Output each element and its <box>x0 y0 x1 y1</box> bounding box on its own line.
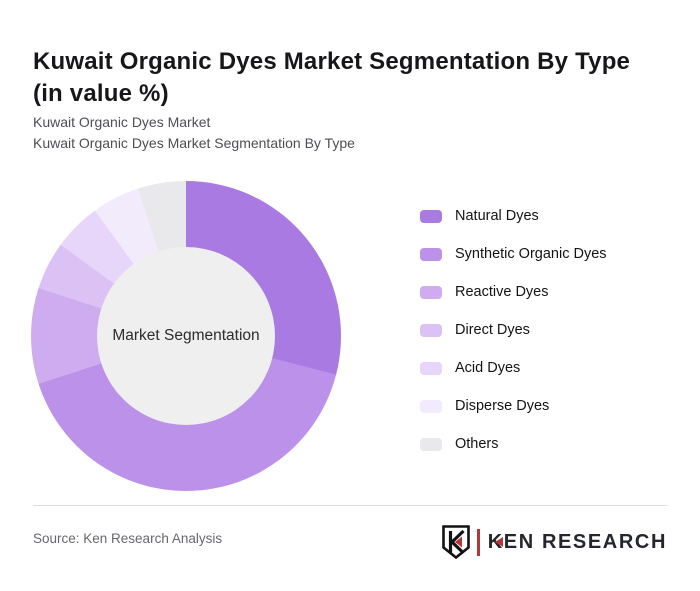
legend-label: Natural Dyes <box>455 208 539 224</box>
legend-label: Synthetic Organic Dyes <box>455 246 607 262</box>
source-text: Source: Ken Research Analysis <box>33 531 223 546</box>
legend-label: Direct Dyes <box>455 322 530 338</box>
logo-wordmark: KEN RESEARCH <box>488 531 667 554</box>
subtitle-line-1: Kuwait Organic Dyes Market <box>33 114 211 130</box>
legend-item: Reactive Dyes <box>420 281 607 303</box>
legend-swatch-icon <box>420 361 442 375</box>
donut-hole: Market Segmentation <box>97 247 275 425</box>
legend-swatch-icon <box>420 247 442 261</box>
legend-label: Reactive Dyes <box>455 284 549 300</box>
title-line-1: Kuwait Organic Dyes Market Segmentation … <box>33 48 631 76</box>
legend-item: Acid Dyes <box>420 357 607 379</box>
legend-swatch-icon <box>420 285 442 299</box>
title-line-2: (in value %) <box>33 80 169 108</box>
legend-swatch-icon <box>420 437 442 451</box>
legend-item: Synthetic Organic Dyes <box>420 243 607 265</box>
donut-center-label: Market Segmentation <box>112 327 260 344</box>
footer-divider <box>33 505 667 506</box>
legend-item: Disperse Dyes <box>420 395 607 417</box>
ken-research-logo: KEN RESEARCH <box>441 525 667 559</box>
legend-swatch-icon <box>420 209 442 223</box>
legend-label: Acid Dyes <box>455 360 521 376</box>
subtitle-line-2: Kuwait Organic Dyes Market Segmentation … <box>33 135 355 151</box>
chart-subtitle: Kuwait Organic Dyes Market Kuwait Organi… <box>33 112 653 154</box>
legend: Natural Dyes Synthetic Organic Dyes Reac… <box>420 205 607 455</box>
legend-swatch-icon <box>420 399 442 413</box>
legend-item: Others <box>420 433 607 455</box>
legend-item: Natural Dyes <box>420 205 607 227</box>
legend-label: Others <box>455 436 499 452</box>
legend-label: Disperse Dyes <box>455 398 550 414</box>
logo-red-triangle-icon <box>494 536 503 547</box>
legend-item: Direct Dyes <box>420 319 607 341</box>
logo-separator <box>477 528 480 556</box>
logo-shield-icon <box>442 525 471 559</box>
logo-text: KEN RESEARCH <box>487 530 667 553</box>
page-title: Kuwait Organic Dyes Market Segmentation … <box>33 46 673 110</box>
legend-swatch-icon <box>420 323 442 337</box>
donut-chart: Market Segmentation <box>31 181 341 491</box>
